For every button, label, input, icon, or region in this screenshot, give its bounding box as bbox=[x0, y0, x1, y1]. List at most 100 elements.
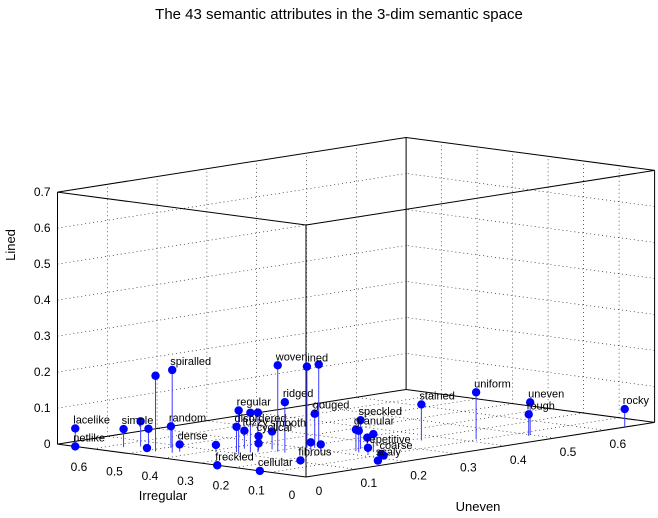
data-point bbox=[306, 438, 316, 447]
y-tick-label: 0.4 bbox=[142, 469, 159, 483]
z-tick-label: 0.7 bbox=[34, 185, 51, 199]
point-label: coarse bbox=[379, 440, 412, 452]
z-tick-label: 0.4 bbox=[34, 293, 51, 307]
point-label: lined bbox=[305, 353, 328, 365]
point-label: dense bbox=[178, 430, 208, 442]
point-label: gouged bbox=[313, 400, 350, 412]
data-point bbox=[232, 422, 241, 431]
data-point bbox=[119, 424, 128, 434]
point-label: cyclical bbox=[257, 422, 292, 434]
z-axis-label: Lined bbox=[3, 229, 18, 261]
z-tick-label: 0.5 bbox=[34, 257, 51, 271]
z-tick-label: 0.6 bbox=[34, 221, 51, 235]
point-label: random bbox=[169, 412, 206, 424]
data-point bbox=[168, 365, 177, 375]
data-point bbox=[273, 361, 282, 370]
tick-labels: 0 0.1 0.2 0.3 0.4 0.5 0.6 0.7 0 0.1 0.2 0.3 0.4 0.5 0.… bbox=[34, 185, 627, 502]
x-tick-label: 0.4 bbox=[510, 453, 527, 467]
data-point bbox=[302, 362, 312, 371]
gridline bbox=[406, 209, 655, 243]
points bbox=[71, 360, 629, 476]
y-tick-label: 0.2 bbox=[213, 479, 230, 493]
z-tick-label: 0.3 bbox=[34, 329, 51, 343]
data-point bbox=[253, 408, 263, 417]
data-point bbox=[363, 443, 373, 452]
data-point bbox=[175, 440, 184, 449]
gridline bbox=[406, 173, 655, 207]
point-label: regular bbox=[237, 396, 272, 408]
x-axis-label: Uneven bbox=[456, 499, 501, 514]
gridline bbox=[92, 393, 442, 450]
axes-box bbox=[57, 137, 656, 478]
point-label: lacelike bbox=[73, 414, 110, 426]
data-point bbox=[379, 451, 388, 460]
point-label: uniform bbox=[474, 378, 511, 390]
gridline bbox=[206, 420, 456, 454]
point-label: rocky bbox=[623, 395, 650, 407]
box-edge bbox=[57, 137, 407, 193]
point-label: fibrous bbox=[298, 446, 332, 458]
gridline bbox=[270, 417, 620, 473]
point-label: woven bbox=[275, 351, 308, 363]
gridline bbox=[157, 428, 406, 462]
y-tick-label: 0.3 bbox=[177, 474, 194, 488]
chart-title: The 43 semantic attributes in the 3-dim … bbox=[155, 6, 523, 23]
point-label: fuzzy bbox=[242, 417, 268, 429]
gridline bbox=[57, 317, 407, 373]
gridline bbox=[128, 398, 478, 454]
gridline bbox=[306, 404, 556, 439]
gridline bbox=[163, 403, 513, 459]
data-point bbox=[71, 442, 80, 451]
point-label: granular bbox=[354, 416, 395, 428]
point-label: uneven bbox=[528, 388, 564, 400]
data-point bbox=[144, 424, 153, 433]
gridline bbox=[57, 173, 407, 229]
y-tick-label: 0.1 bbox=[248, 483, 265, 497]
data-point bbox=[373, 456, 383, 465]
y-axis-label: Irregular bbox=[139, 488, 188, 503]
gridline bbox=[57, 353, 407, 409]
data-point bbox=[354, 426, 363, 435]
point-label: smooth bbox=[270, 417, 306, 429]
data-point bbox=[234, 406, 243, 415]
z-tick-label: 0.1 bbox=[34, 401, 51, 415]
point-label: netlike bbox=[73, 432, 105, 444]
data-point bbox=[356, 415, 365, 425]
box-edge bbox=[305, 169, 655, 226]
data-point bbox=[296, 456, 305, 465]
gridline bbox=[256, 412, 506, 447]
x-tick-label: 0.2 bbox=[410, 468, 427, 482]
gridline bbox=[356, 397, 605, 431]
point-label: freckled bbox=[215, 451, 254, 463]
point-label: ridged bbox=[283, 388, 314, 400]
data-point bbox=[620, 404, 629, 414]
point-label: rough bbox=[527, 400, 555, 412]
gridline bbox=[406, 317, 655, 351]
data-point bbox=[255, 466, 265, 476]
data-point bbox=[369, 429, 378, 439]
point-label: cellular bbox=[258, 457, 293, 469]
z-tick-label: 0.2 bbox=[34, 365, 51, 379]
data-point bbox=[240, 426, 249, 435]
data-point bbox=[166, 422, 176, 431]
data-point bbox=[254, 439, 263, 448]
data-point bbox=[471, 388, 481, 397]
gridline bbox=[406, 245, 655, 279]
point-label: disordered bbox=[235, 413, 287, 425]
box-edge bbox=[57, 389, 407, 445]
data-point bbox=[525, 398, 535, 407]
x-tick-label: 0.1 bbox=[360, 476, 377, 490]
box-edge bbox=[406, 137, 655, 171]
gridline bbox=[57, 245, 407, 301]
data-point bbox=[254, 431, 263, 441]
data-point bbox=[136, 417, 145, 426]
z-tick-label: 0 bbox=[44, 437, 51, 451]
data-point bbox=[142, 443, 152, 453]
point-label: stained bbox=[419, 390, 454, 402]
x-tick-label: 0.3 bbox=[460, 461, 477, 475]
y-tick-label: 0 bbox=[289, 488, 296, 502]
data-point bbox=[316, 440, 325, 449]
data-point bbox=[310, 409, 319, 418]
point-label: scaly bbox=[376, 447, 402, 459]
